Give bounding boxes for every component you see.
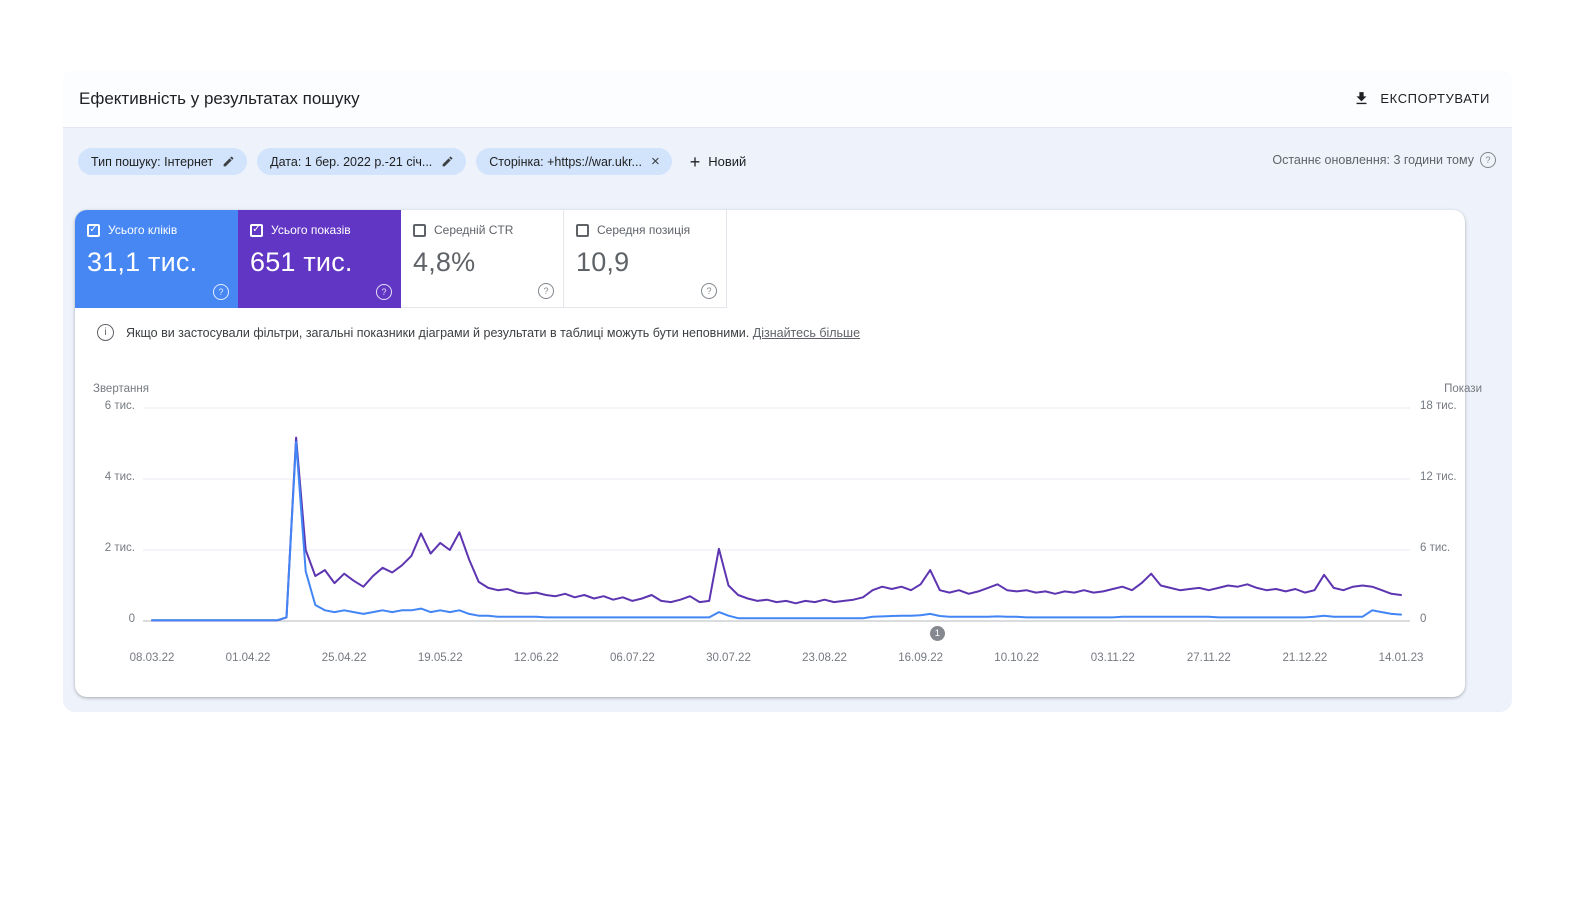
- learn-more-link[interactable]: Дізнайтесь більше: [752, 325, 861, 340]
- filter-notice: i Якщо ви застосували фільтри, загальні …: [97, 324, 860, 341]
- x-axis-tick: 16.09.22: [898, 652, 943, 664]
- annotation-badge[interactable]: 1: [929, 626, 945, 641]
- left-axis-tick: 0: [128, 613, 135, 625]
- series-line-impressions: [151, 436, 1402, 622]
- metric-value: 651 тис.: [250, 247, 353, 277]
- notice-text: Якщо ви застосували фільтри, загальні по…: [126, 325, 861, 340]
- metric-card-total-clicks[interactable]: ✓ Усього кліків 31,1 тис. ?: [75, 210, 238, 308]
- performance-line-chart[interactable]: [143, 400, 1410, 622]
- x-axis-tick: 06.07.22: [609, 652, 655, 664]
- help-icon[interactable]: ?: [213, 284, 229, 300]
- checkbox-checked-icon[interactable]: ✓: [87, 223, 100, 237]
- chip-label: Дата: 1 бер. 2022 р.-21 січ...: [270, 154, 433, 169]
- checkbox-checked-icon[interactable]: ✓: [250, 223, 263, 237]
- chip-label: Тип пошуку: Інтернет: [91, 154, 214, 169]
- x-axis-tick: 30.07.22: [706, 652, 751, 664]
- series-line-clicks: [151, 440, 1402, 622]
- x-axis-tick: 01.04.22: [225, 652, 271, 664]
- new-filter-button[interactable]: + Новий: [682, 148, 755, 175]
- pencil-icon[interactable]: [222, 155, 235, 168]
- x-axis-tick: 14.01.23: [1378, 652, 1424, 664]
- filter-chips: Тип пошуку: Інтернет Дата: 1 бер. 2022 р…: [78, 148, 754, 175]
- chart-card: ✓ Усього кліків 31,1 тис. ? ✓ Усього пок…: [75, 210, 1482, 697]
- metric-card-average-ctr[interactable]: Середній CTR 4,8% ?: [401, 210, 564, 308]
- checkbox-unchecked-icon[interactable]: [413, 223, 426, 237]
- metric-label: Усього кліків: [108, 223, 178, 237]
- export-button[interactable]: ЕКСПОРТУВАТИ: [1353, 90, 1490, 107]
- metric-card-total-impressions[interactable]: ✓ Усього показів 651 тис. ?: [238, 210, 401, 308]
- help-icon[interactable]: ?: [701, 283, 717, 299]
- pencil-icon[interactable]: [441, 155, 454, 168]
- plus-icon: +: [689, 151, 701, 172]
- close-icon[interactable]: ×: [650, 153, 660, 170]
- x-axis-tick: 23.08.22: [802, 652, 847, 664]
- new-filter-label: Новий: [708, 154, 747, 169]
- right-axis-tick: 18 тис.: [1420, 400, 1457, 412]
- filter-chip-page[interactable]: Сторінка: +https://war.ukr... ×: [476, 148, 672, 175]
- metric-value: 31,1 тис.: [87, 247, 198, 277]
- x-axis-tick: 25.04.22: [321, 652, 367, 664]
- right-axis-title: Покази: [1444, 383, 1482, 395]
- download-icon: [1356, 92, 1367, 105]
- x-axis-tick: 27.11.22: [1186, 652, 1231, 664]
- metric-label: Усього показів: [271, 223, 351, 237]
- last-update-text: Останнє оновлення: 3 години тому: [1272, 153, 1474, 167]
- x-axis-tick: 12.06.22: [513, 652, 559, 664]
- right-axis-tick: 12 тис.: [1420, 471, 1457, 483]
- panel-header: Ефективність у результатах пошуку ЕКСПОР…: [63, 70, 1512, 128]
- performance-panel: Ефективність у результатах пошуку ЕКСПОР…: [63, 70, 1512, 712]
- filter-row: Тип пошуку: Інтернет Дата: 1 бер. 2022 р…: [63, 128, 1512, 206]
- help-icon[interactable]: ?: [538, 283, 554, 299]
- metric-value: 4,8%: [413, 247, 476, 277]
- chip-label: Сторінка: +https://war.ukr...: [489, 154, 642, 169]
- right-axis-tick: 6 тис.: [1420, 542, 1451, 554]
- left-axis-tick: 4 тис.: [104, 471, 135, 483]
- right-axis-tick: 0: [1420, 613, 1427, 625]
- x-axis-tick: 03.11.22: [1090, 652, 1135, 664]
- filter-chip-search-type[interactable]: Тип пошуку: Інтернет: [78, 148, 248, 175]
- left-axis-tick: 6 тис.: [104, 400, 135, 412]
- last-update-status: Останнє оновлення: 3 години тому ?: [1272, 152, 1496, 168]
- metric-value: 10,9: [576, 247, 630, 277]
- metric-cards: ✓ Усього кліків 31,1 тис. ? ✓ Усього пок…: [75, 210, 727, 308]
- x-axis-tick: 21.12.22: [1282, 652, 1328, 664]
- x-axis-tick: 19.05.22: [417, 652, 463, 664]
- checkbox-unchecked-icon[interactable]: [576, 223, 589, 237]
- help-icon[interactable]: ?: [1480, 152, 1496, 168]
- filter-chip-date[interactable]: Дата: 1 бер. 2022 р.-21 січ...: [257, 148, 467, 175]
- info-icon: i: [97, 324, 114, 341]
- x-axis-tick: 08.03.22: [129, 652, 175, 664]
- metric-label: Середній CTR: [434, 223, 514, 237]
- metric-label: Середня позиція: [597, 223, 691, 237]
- left-axis-title: Звертання: [93, 383, 149, 395]
- page-title: Ефективність у результатах пошуку: [79, 88, 360, 108]
- left-axis-tick: 2 тис.: [104, 542, 135, 554]
- x-axis-tick: 10.10.22: [994, 652, 1040, 664]
- help-icon[interactable]: ?: [376, 284, 392, 300]
- metric-card-average-position[interactable]: Середня позиція 10,9 ?: [564, 210, 727, 308]
- export-label: ЕКСПОРТУВАТИ: [1380, 91, 1490, 106]
